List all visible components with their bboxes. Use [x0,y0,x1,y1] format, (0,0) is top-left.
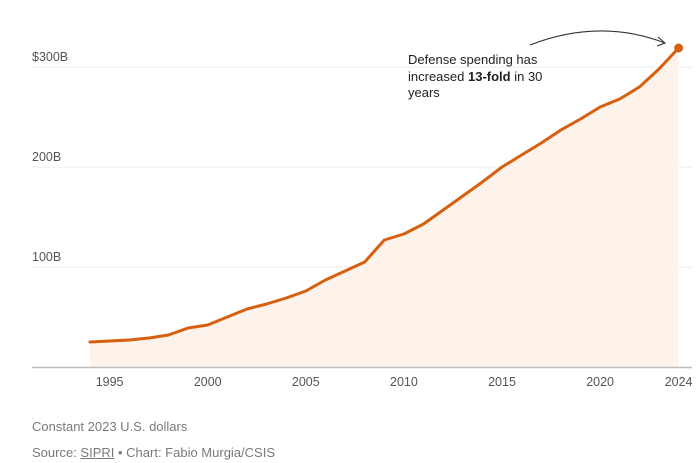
arrowhead-icon [656,36,667,47]
y-axis-ticks: 100B 200B $300B [32,50,68,264]
chart: 100B 200B $300B 1995 2000 2005 2010 2015 2020 20… [32,30,693,389]
y-tick-label: 100B [32,250,61,264]
end-point-marker [674,43,684,53]
x-tick-label: 2024 [665,375,693,389]
chart-credit: • Chart: Fabio Murgia/CSIS [114,445,275,460]
units-note: Constant 2023 U.S. dollars [32,419,188,434]
source-credit: Source: SIPRI • Chart: Fabio Murgia/CSIS [32,445,275,460]
x-tick-label: 2000 [194,375,222,389]
x-tick-label: 1995 [96,375,124,389]
x-tick-label: 2005 [292,375,320,389]
x-tick-label: 2020 [586,375,614,389]
x-axis-ticks: 1995 2000 2005 2010 2015 2020 2024 [96,375,693,389]
y-tick-label: 200B [32,150,61,164]
annotation-line-1: Defense spending has [408,52,538,67]
source-link-sipri[interactable]: SIPRI [80,445,115,460]
annotation-line-2: increased 13-fold in 30 [408,69,542,84]
y-tick-label: $300B [32,50,68,64]
annotation-line-3: years [408,85,440,100]
x-tick-label: 2015 [488,375,516,389]
annotation-emphasis: 13-fold [468,69,511,84]
series-line [88,46,681,344]
source-prefix: Source: [32,445,81,460]
annotation: Defense spending has increased 13-fold i… [408,30,667,100]
x-tick-label: 2010 [390,375,418,389]
annotation-arrow-icon [529,30,666,46]
area-fill [90,48,679,367]
